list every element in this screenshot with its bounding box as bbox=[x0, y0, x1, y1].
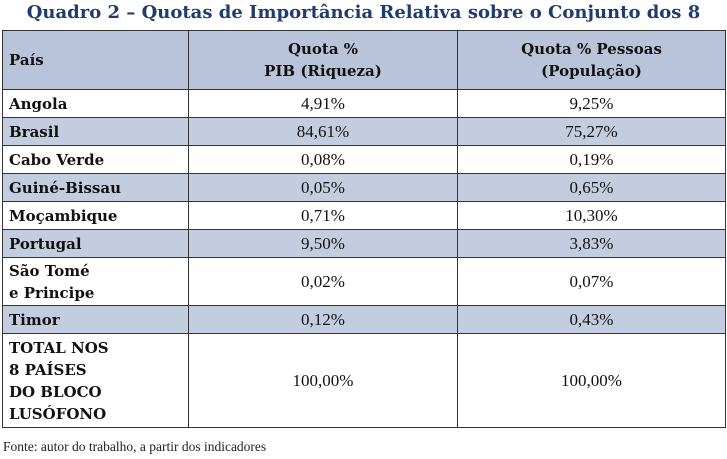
country-cell: São Tomé e Principe bbox=[2, 257, 189, 306]
gdp-cell: 0,08% bbox=[188, 145, 458, 174]
data-table: País Quota % PIB (Riqueza) Quota % Pesso… bbox=[2, 30, 726, 428]
header-pop-line2: (População) bbox=[541, 62, 642, 80]
population-cell: 0,43% bbox=[457, 305, 726, 334]
header-gdp-line2: PIB (Riqueza) bbox=[264, 62, 382, 80]
header-gdp-line1: Quota % bbox=[287, 40, 359, 58]
country-cell: Portugal bbox=[2, 229, 189, 258]
table-row: São Tomé e Principe 0,02% 0,07% bbox=[2, 257, 726, 306]
total-label-cell: TOTAL NOS 8 PAÍSES DO BLOCO LUSÓFONO bbox=[2, 333, 189, 428]
population-cell: 0,19% bbox=[457, 145, 726, 174]
table-title: Quadro 2 – Quotas de Importância Relativ… bbox=[26, 2, 701, 23]
population-cell: 0,65% bbox=[457, 173, 726, 202]
population-cell: 9,25% bbox=[457, 89, 726, 118]
population-cell: 75,27% bbox=[457, 117, 726, 146]
gdp-cell: 9,50% bbox=[188, 229, 458, 258]
gdp-cell: 84,61% bbox=[188, 117, 458, 146]
country-cell: Cabo Verde bbox=[2, 145, 189, 174]
header-gdp-share: Quota % PIB (Riqueza) bbox=[188, 30, 458, 90]
table-row: Moçambique 0,71% 10,30% bbox=[2, 201, 726, 230]
total-label-line3: DO BLOCO bbox=[9, 382, 102, 401]
total-row: TOTAL NOS 8 PAÍSES DO BLOCO LUSÓFONO 100… bbox=[2, 333, 726, 428]
gdp-cell: 4,91% bbox=[188, 89, 458, 118]
table-row: Cabo Verde 0,08% 0,19% bbox=[2, 145, 726, 174]
population-cell: 10,30% bbox=[457, 201, 726, 230]
country-line1: São Tomé bbox=[9, 261, 90, 280]
gdp-cell: 0,12% bbox=[188, 305, 458, 334]
gdp-cell: 0,02% bbox=[188, 257, 458, 306]
header-pop-line1: Quota % Pessoas bbox=[521, 40, 662, 58]
total-gdp-cell: 100,00% bbox=[188, 333, 458, 428]
table-row: Brasil 84,61% 75,27% bbox=[2, 117, 726, 146]
header-country: País bbox=[2, 30, 189, 90]
table-row: Portugal 9,50% 3,83% bbox=[2, 229, 726, 258]
table-row: Angola 4,91% 9,25% bbox=[2, 89, 726, 118]
country-cell: Moçambique bbox=[2, 201, 189, 230]
population-cell: 3,83% bbox=[457, 229, 726, 258]
source-note: Fonte: autor do trabalho, a partir dos i… bbox=[3, 439, 267, 454]
country-cell: Brasil bbox=[2, 117, 189, 146]
header-row: País Quota % PIB (Riqueza) Quota % Pesso… bbox=[2, 30, 726, 90]
country-line2: e Principe bbox=[9, 283, 95, 302]
gdp-cell: 0,05% bbox=[188, 173, 458, 202]
population-cell: 0,07% bbox=[457, 257, 726, 306]
country-cell: Angola bbox=[2, 89, 189, 118]
table-row: Guiné-Bissau 0,05% 0,65% bbox=[2, 173, 726, 202]
total-label-line2: 8 PAÍSES bbox=[9, 360, 87, 379]
header-population-share: Quota % Pessoas (População) bbox=[457, 30, 726, 90]
country-cell: Guiné-Bissau bbox=[2, 173, 189, 202]
total-label-line1: TOTAL NOS bbox=[9, 338, 109, 357]
total-label-line4: LUSÓFONO bbox=[9, 404, 107, 423]
gdp-cell: 0,71% bbox=[188, 201, 458, 230]
country-cell: Timor bbox=[2, 305, 189, 334]
total-population-cell: 100,00% bbox=[457, 333, 726, 428]
table-row: Timor 0,12% 0,43% bbox=[2, 305, 726, 334]
